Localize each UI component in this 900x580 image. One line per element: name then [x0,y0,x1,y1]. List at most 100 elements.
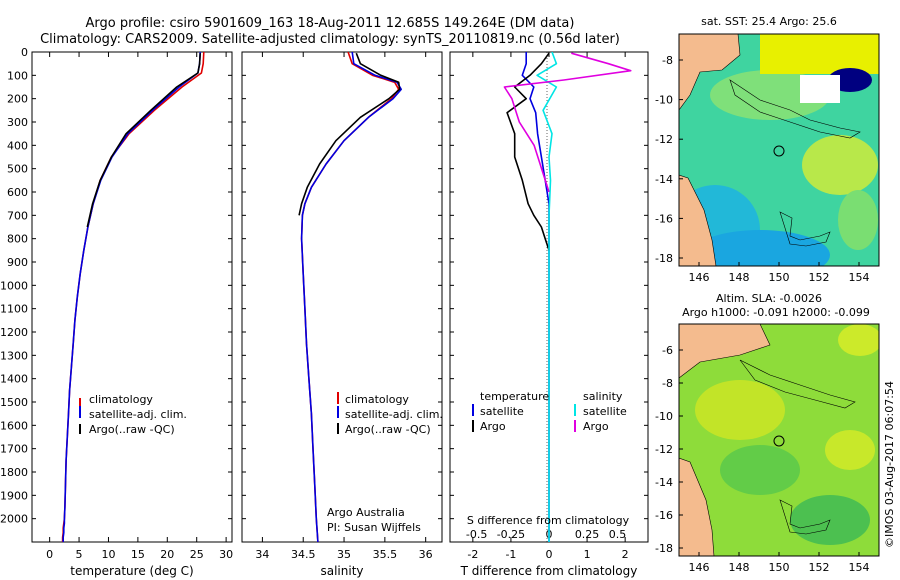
series-line-salinity-argo [503,52,632,193]
sst-coast [729,79,861,139]
x-tick-label: 1 [584,548,591,561]
y-tick-label: 1200 [0,326,28,339]
legend-label-argo: Argo(..raw -QC) [89,423,175,436]
sla-map: Altim. SLA: -0.0026 Argo h1000: -0.091 h… [655,292,880,574]
x-tick-label: 36 [419,548,433,561]
y-tick-label: 300 [7,116,28,129]
series-line-argo-raw-qc- [86,53,201,228]
x-tick-label: -2 [467,548,478,561]
map-y-tick-label: -18 [655,542,673,555]
difference-panel: -2 -1 0 1 2 -0.5 -0.25 0 0.25 0.5 S difference f… [449,51,649,578]
map-x-tick-label: 148 [729,271,750,284]
temperature-panel: 0100200300400500600700800900100011001200… [0,46,233,578]
legend-label-satellite: satellite-adj. clim. [345,408,443,421]
map-x-tick-label: 146 [689,561,710,574]
series-line-satellite-adj-clim- [62,52,201,542]
map-y-tick-label: -10 [655,94,673,107]
y-tick-label: 1900 [0,489,28,502]
x-tick-label: 35.5 [373,548,398,561]
x-tick-label: 2 [622,548,629,561]
map-y-tick-label: -12 [655,443,673,456]
y-tick-label: 1100 [0,303,28,316]
map-y-tick-label: -8 [662,54,673,67]
temperature-axes [31,51,233,543]
y-tick-label: 600 [7,186,28,199]
sla-land-png [679,324,771,379]
y-tick-label: 1000 [0,279,28,292]
x2-tick-label: -0.25 [497,528,525,541]
y-tick-label: 900 [7,256,28,269]
temperature-legend: climatology satellite-adj. clim. Argo(..… [79,393,187,436]
legend-label-satellite: satellite-adj. clim. [89,408,187,421]
x-tick-label: 5 [76,548,83,561]
y-tick-label: 2000 [0,513,28,526]
series-line-temperature-argo [506,52,550,251]
y-tick-label: 500 [7,163,28,176]
salinity-legend: climatology satellite-adj. clim. Argo(..… [337,392,443,436]
sst-patch [838,190,878,250]
sla-patch [825,430,875,470]
header-line-1: Argo profile: csiro 5901609_163 18-Aug-2… [86,16,575,31]
sst-argo-location-marker [773,145,785,157]
sla-map-title-1: Altim. SLA: -0.0026 [716,292,822,305]
y-tick-label: 1800 [0,466,28,479]
y-tick-label: 700 [7,209,28,222]
legend-title-salinity: salinity [583,390,623,403]
header-line-2: Climatology: CARS2009. Satellite-adjuste… [40,32,620,47]
salinity-panel: 34 34.5 35 35.5 36 salinity climatology sate… [241,51,443,578]
x-tick-label: 20 [160,548,174,561]
sla-reef [779,499,831,535]
y-tick-label: 1500 [0,396,28,409]
sla-argo-location-marker [773,435,785,447]
salinity-axes [241,51,443,543]
map-y-tick-label: -10 [655,410,673,423]
y-tick-label: 0 [21,46,28,59]
series-line-argo-raw-qc- [298,52,401,216]
legend-label-climatology: climatology [89,393,153,406]
sst-patch [802,135,878,195]
difference-legend: temperature satellite Argo salinity sate… [472,390,627,433]
salinity-xlabel: salinity [320,564,363,578]
y-tick-label: 400 [7,139,28,152]
map-x-tick-label: 154 [849,271,870,284]
legend-title-temperature: temperature [480,390,549,403]
x2-tick-label: -0.5 [466,528,487,541]
sst-map: sat. SST: 25.4 Argo: 25.6 146 148 150 152 15… [655,15,880,284]
sst-patch-warm [760,34,879,74]
sst-land-png [679,34,741,111]
map-y-tick-label: -14 [655,476,673,489]
map-y-tick-label: -16 [655,212,673,225]
map-y-tick-label: -16 [655,509,673,522]
sst-map-title: sat. SST: 25.4 Argo: 25.6 [701,15,837,28]
sst-reef [779,211,831,247]
y-tick-label: 1600 [0,419,28,432]
x-tick-label: 35 [337,548,351,561]
sla-coast [739,359,856,409]
y-tick-label: 100 [7,69,28,82]
legend-label-temp-argo: Argo [480,420,506,433]
annotation-pi: PI: Susan Wijffels [327,521,421,534]
legend-label-sal-argo: Argo [583,420,609,433]
y-tick-label: 1700 [0,443,28,456]
sla-patch [720,445,800,495]
legend-label-argo: Argo(..raw -QC) [345,423,431,436]
map-x-tick-label: 146 [689,271,710,284]
sla-patch [838,324,879,356]
difference-x2label: S difference from climatology [467,514,630,527]
annotation-argo-australia: Argo Australia [327,506,405,519]
sla-land-australia [679,457,715,556]
x-tick-label: 25 [190,548,204,561]
x-tick-label: -1 [505,548,516,561]
map-y-tick-label: -12 [655,133,673,146]
sst-land-australia [679,174,717,266]
map-x-tick-label: 150 [769,561,790,574]
sla-patch [695,380,785,440]
x-tick-label: 34.5 [291,548,316,561]
x-tick-label: 0 [546,548,553,561]
legend-label-temp-satellite: satellite [480,405,524,418]
map-y-tick-label: -18 [655,252,673,265]
x2-tick-label: 0.25 [575,528,600,541]
x-tick-label: 34 [255,548,269,561]
map-y-tick-label: -8 [662,377,673,390]
